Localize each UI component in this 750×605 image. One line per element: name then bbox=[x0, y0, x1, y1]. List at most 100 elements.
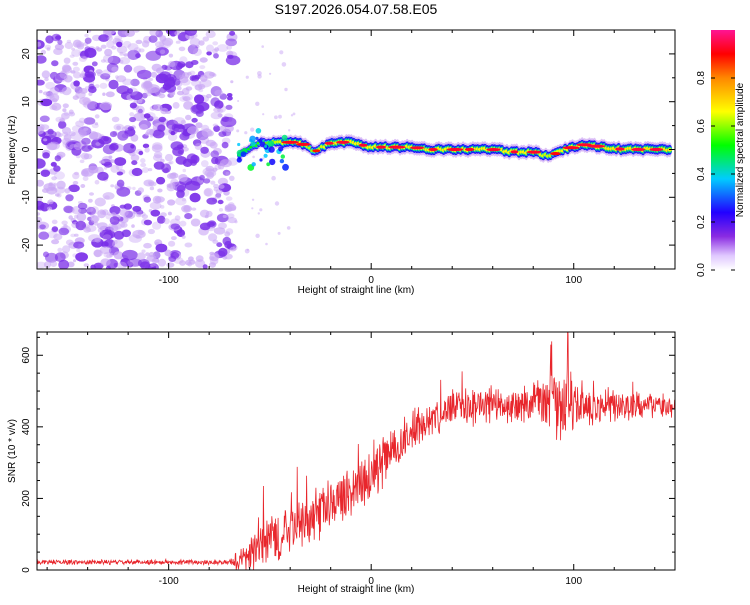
noise-speckle bbox=[181, 87, 190, 95]
noise-speckle bbox=[185, 259, 192, 266]
noise-speckle bbox=[153, 104, 163, 111]
noise-speckle bbox=[43, 251, 49, 258]
noise-speckle bbox=[117, 261, 127, 269]
noise-speckle bbox=[94, 84, 100, 89]
noise-speckle bbox=[78, 55, 87, 63]
noise-speckle bbox=[140, 158, 146, 164]
noise-speckle bbox=[169, 160, 174, 165]
noise-speckle bbox=[37, 41, 42, 47]
signal-onset-cell bbox=[251, 162, 256, 167]
noise-speckle bbox=[132, 30, 140, 33]
noise-speckle bbox=[82, 176, 89, 182]
noise-speckle bbox=[46, 47, 51, 51]
noise-speckle bbox=[59, 70, 68, 79]
noise-speckle bbox=[45, 92, 55, 99]
noise-speckle bbox=[40, 169, 51, 177]
noise-speckle bbox=[176, 189, 185, 199]
noise-speckle bbox=[274, 115, 278, 120]
noise-speckle bbox=[190, 104, 205, 115]
noise-speckle bbox=[54, 43, 64, 51]
noise-speckle bbox=[61, 220, 68, 226]
y-tick-label: 200 bbox=[21, 490, 32, 507]
noise-speckle bbox=[132, 205, 142, 212]
y-tick-label: 600 bbox=[21, 346, 32, 363]
noise-speckle bbox=[182, 72, 190, 79]
noise-speckle bbox=[136, 252, 146, 260]
noise-speckle bbox=[206, 44, 214, 53]
noise-speckle bbox=[71, 125, 82, 133]
noise-speckle bbox=[61, 112, 70, 120]
noise-speckle bbox=[149, 186, 155, 191]
noise-speckle bbox=[111, 116, 120, 123]
signal-peak bbox=[550, 152, 561, 156]
noise-speckle bbox=[204, 187, 214, 197]
noise-speckle bbox=[136, 69, 152, 80]
noise-speckle bbox=[93, 221, 99, 226]
noise-speckle bbox=[83, 127, 89, 131]
noise-speckle bbox=[159, 71, 172, 81]
noise-speckle bbox=[98, 135, 112, 145]
noise-speckle bbox=[99, 246, 112, 255]
noise-speckle bbox=[119, 209, 129, 217]
noise-speckle bbox=[131, 160, 138, 166]
noise-speckle bbox=[212, 41, 219, 46]
noise-speckle bbox=[279, 50, 284, 55]
noise-speckle bbox=[259, 208, 263, 212]
noise-speckle bbox=[116, 45, 128, 54]
signal-peak bbox=[312, 149, 321, 153]
noise-speckle bbox=[172, 102, 180, 109]
noise-speckle bbox=[51, 219, 58, 225]
noise-speckle bbox=[156, 176, 166, 185]
noise-speckle bbox=[148, 181, 157, 187]
noise-speckle bbox=[122, 40, 132, 48]
noise-speckle bbox=[96, 47, 103, 52]
noise-speckle bbox=[213, 125, 221, 132]
noise-speckle bbox=[103, 161, 113, 168]
noise-speckle bbox=[265, 242, 268, 246]
noise-speckle bbox=[171, 123, 184, 132]
noise-speckle bbox=[64, 188, 71, 194]
noise-speckle bbox=[192, 139, 202, 147]
noise-speckle bbox=[144, 147, 150, 153]
noise-speckle bbox=[204, 169, 217, 178]
noise-speckle bbox=[227, 95, 233, 101]
noise-speckle bbox=[105, 265, 111, 269]
noise-speckle bbox=[93, 249, 102, 258]
noise-speckle bbox=[190, 154, 200, 164]
colorbar-tick-label: 0.0 bbox=[696, 263, 707, 277]
noise-speckle bbox=[55, 35, 62, 40]
noise-speckle bbox=[47, 199, 54, 205]
noise-speckle bbox=[99, 101, 113, 111]
noise-speckle bbox=[153, 116, 159, 122]
noise-speckle bbox=[290, 114, 294, 117]
signal-onset-cell bbox=[281, 134, 288, 141]
noise-speckle bbox=[213, 53, 219, 59]
noise-speckle bbox=[91, 61, 98, 67]
noise-speckle bbox=[102, 144, 116, 155]
noise-speckle bbox=[123, 203, 132, 210]
noise-speckle bbox=[97, 222, 108, 230]
noise-speckle bbox=[141, 92, 148, 99]
noise-speckle bbox=[43, 130, 57, 139]
noise-speckle bbox=[75, 41, 84, 48]
noise-speckle bbox=[87, 144, 94, 150]
noise-speckle bbox=[72, 61, 79, 66]
noise-speckle bbox=[131, 167, 143, 177]
noise-speckle bbox=[232, 245, 238, 251]
noise-speckle bbox=[43, 261, 52, 269]
noise-speckle bbox=[110, 164, 120, 173]
noise-speckle bbox=[102, 92, 106, 96]
noise-speckle bbox=[115, 185, 121, 190]
noise-speckle bbox=[166, 262, 175, 268]
noise-speckle bbox=[127, 88, 133, 94]
noise-speckle bbox=[180, 119, 187, 125]
noise-speckle bbox=[218, 131, 227, 138]
signal-peak bbox=[281, 140, 299, 144]
noise-speckle bbox=[157, 258, 167, 267]
noise-speckle bbox=[79, 73, 86, 79]
noise-speckle bbox=[225, 171, 230, 176]
y-tick-label: -10 bbox=[21, 190, 32, 205]
noise-speckle bbox=[145, 92, 152, 97]
noise-speckle bbox=[148, 263, 159, 269]
noise-speckle bbox=[77, 202, 88, 210]
